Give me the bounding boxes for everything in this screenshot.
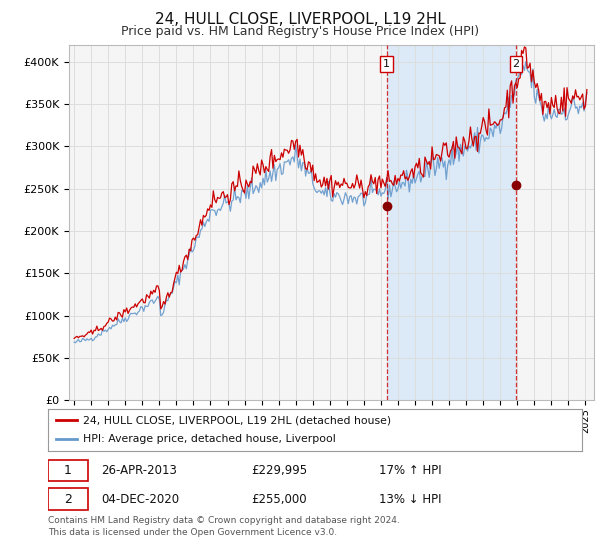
Text: 13% ↓ HPI: 13% ↓ HPI: [379, 493, 442, 506]
Text: £229,995: £229,995: [251, 464, 307, 477]
Text: 17% ↑ HPI: 17% ↑ HPI: [379, 464, 442, 477]
Text: Contains HM Land Registry data © Crown copyright and database right 2024.
This d: Contains HM Land Registry data © Crown c…: [48, 516, 400, 537]
Text: £255,000: £255,000: [251, 493, 307, 506]
Text: HPI: Average price, detached house, Liverpool: HPI: Average price, detached house, Live…: [83, 435, 335, 445]
FancyBboxPatch shape: [48, 488, 88, 510]
Text: 2: 2: [64, 493, 72, 506]
Text: 1: 1: [64, 464, 72, 477]
Text: 04-DEC-2020: 04-DEC-2020: [101, 493, 179, 506]
Bar: [386, 45, 516, 400]
Text: Price paid vs. HM Land Registry's House Price Index (HPI): Price paid vs. HM Land Registry's House …: [121, 25, 479, 38]
Text: 2: 2: [512, 59, 520, 69]
Text: 24, HULL CLOSE, LIVERPOOL, L19 2HL: 24, HULL CLOSE, LIVERPOOL, L19 2HL: [155, 12, 445, 27]
Text: 1: 1: [383, 59, 390, 69]
FancyBboxPatch shape: [48, 460, 88, 481]
Text: 24, HULL CLOSE, LIVERPOOL, L19 2HL (detached house): 24, HULL CLOSE, LIVERPOOL, L19 2HL (deta…: [83, 415, 391, 425]
Text: 26-APR-2013: 26-APR-2013: [101, 464, 177, 477]
